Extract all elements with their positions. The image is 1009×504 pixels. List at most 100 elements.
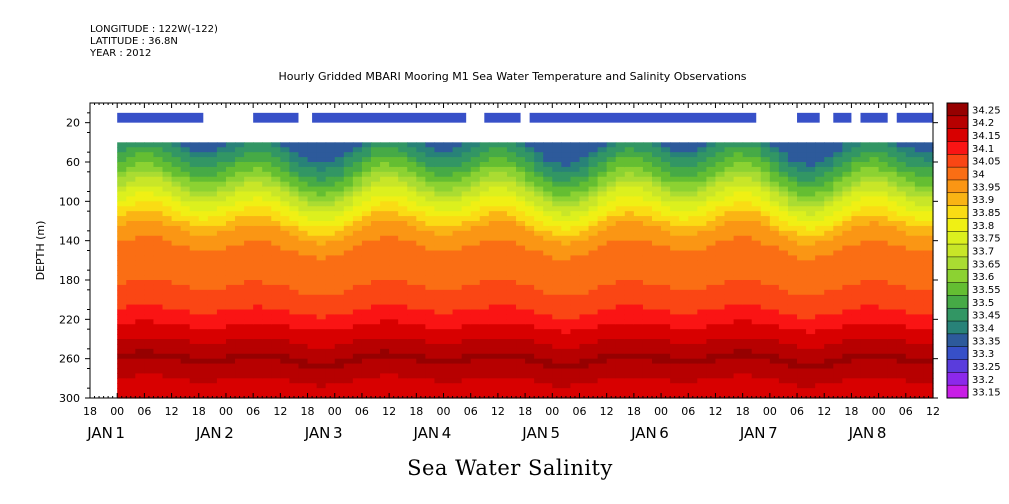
salinity-cell — [488, 358, 499, 365]
salinity-cell — [588, 265, 599, 271]
salinity-cell — [561, 388, 572, 394]
salinity-cell — [253, 171, 263, 178]
salinity-cell — [316, 176, 327, 183]
salinity-cell — [407, 230, 417, 237]
salinity-cell — [180, 250, 191, 257]
salinity-cell — [470, 201, 481, 207]
salinity-cell — [497, 270, 508, 276]
salinity-cell — [842, 186, 853, 193]
salinity-cell — [751, 309, 762, 316]
salinity-cell — [787, 240, 798, 247]
salinity-cell — [271, 162, 281, 168]
salinity-cell — [198, 171, 209, 178]
salinity-cell — [642, 166, 653, 173]
salinity-cell — [198, 294, 209, 301]
salinity-cell — [216, 393, 227, 399]
salinity-cell — [597, 309, 608, 316]
salinity-cell — [652, 324, 662, 330]
salinity-cell — [588, 284, 599, 291]
salinity-cell — [615, 191, 626, 198]
salinity-cell — [180, 211, 191, 217]
salinity-cell — [769, 235, 780, 242]
longitude-label: LONGITUDE : 122W(-122) — [90, 24, 218, 35]
salinity-cell — [769, 309, 780, 316]
salinity-cell — [760, 191, 771, 198]
salinity-cell — [207, 299, 218, 306]
salinity-cell — [117, 368, 127, 375]
salinity-cell — [561, 166, 572, 173]
salinity-cell — [652, 221, 662, 227]
salinity-cell — [787, 348, 798, 355]
salinity-cell — [470, 368, 481, 375]
salinity-cell — [624, 358, 635, 365]
salinity-cell — [425, 314, 436, 320]
salinity-cell — [280, 162, 291, 168]
salinity-cell — [389, 235, 399, 242]
salinity-cell — [642, 373, 653, 379]
salinity-cell — [207, 339, 218, 345]
salinity-cell — [760, 373, 771, 379]
salinity-cell — [425, 250, 436, 257]
salinity-cell — [334, 260, 345, 266]
salinity-cell — [162, 235, 173, 242]
salinity-cell — [289, 211, 300, 217]
salinity-cell — [443, 334, 454, 340]
salinity-cell — [905, 162, 916, 168]
salinity-cell — [851, 152, 862, 158]
salinity-cell — [343, 270, 354, 276]
salinity-cell — [552, 304, 562, 311]
salinity-cell — [534, 319, 544, 325]
salinity-cell — [579, 280, 590, 286]
salinity-cell — [162, 339, 173, 345]
salinity-cell — [534, 260, 544, 266]
salinity-cell — [860, 186, 871, 193]
salinity-cell — [733, 329, 744, 335]
salinity-cell — [905, 270, 916, 276]
salinity-cell — [733, 250, 744, 257]
salinity-cell — [751, 162, 762, 168]
salinity-cell — [144, 235, 155, 242]
salinity-cell — [117, 245, 127, 252]
salinity-cell — [144, 309, 155, 316]
salinity-cell — [697, 230, 707, 237]
salinity-cell — [652, 152, 662, 158]
salinity-cell — [225, 186, 236, 193]
salinity-cell — [289, 339, 300, 345]
salinity-cell — [343, 378, 354, 384]
salinity-cell — [470, 289, 481, 296]
salinity-cell — [207, 280, 218, 286]
salinity-cell — [198, 142, 209, 148]
salinity-cell — [443, 339, 454, 345]
salinity-cell — [479, 388, 490, 394]
surface-segment — [896, 112, 933, 123]
salinity-cell — [869, 240, 880, 247]
salinity-cell — [506, 142, 517, 148]
salinity-cell — [298, 304, 309, 311]
salinity-cell — [670, 176, 680, 183]
salinity-cell — [742, 334, 753, 340]
salinity-cell — [443, 211, 454, 217]
salinity-cell — [588, 289, 599, 296]
salinity-cell — [416, 240, 426, 247]
salinity-cell — [506, 255, 517, 261]
salinity-cell — [162, 255, 173, 261]
salinity-cell — [407, 324, 417, 330]
salinity-cell — [552, 388, 562, 394]
salinity-cell — [724, 216, 735, 222]
salinity-cell — [525, 309, 535, 316]
salinity-cell — [244, 216, 254, 222]
salinity-cell — [588, 383, 599, 389]
salinity-cell — [715, 250, 726, 257]
salinity-cell — [688, 275, 698, 281]
salinity-cell — [371, 334, 381, 340]
salinity-cell — [797, 211, 807, 217]
salinity-cell — [697, 270, 707, 276]
salinity-cell — [516, 196, 526, 202]
salinity-cell — [543, 319, 553, 325]
salinity-cell — [615, 393, 626, 399]
salinity-cell — [144, 383, 155, 389]
salinity-cell — [733, 225, 744, 232]
salinity-cell — [824, 353, 834, 360]
salinity-cell — [398, 294, 408, 301]
salinity-cell — [751, 260, 762, 266]
